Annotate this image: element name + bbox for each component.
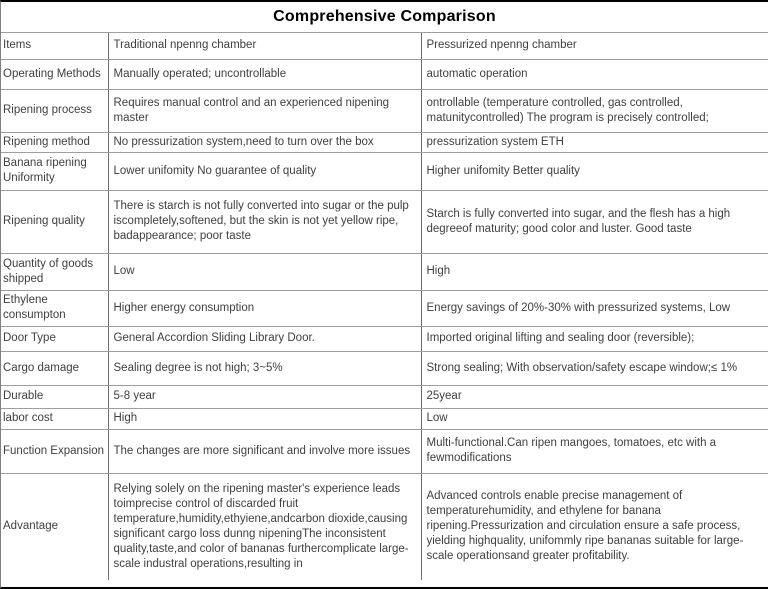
traditional-cell: No pressurization system,need to turn ov… [108,132,422,153]
traditional-cell: General Accordion Sliding Library Door. [108,326,422,352]
traditional-cell: Sealing degree is not high; 3~5% [108,351,422,386]
pressurized-cell: High [421,253,768,291]
row-label-cell: Durable [1,385,109,409]
traditional-cell: Manually operated; uncontrollable [108,59,422,90]
row-label-cell: Advantage [1,473,109,580]
traditional-cell: Requires manual control and an experienc… [108,89,422,133]
pressurized-cell: 25year [421,385,768,409]
table-row: Ethylene consumpton Higher energy consum… [1,290,768,327]
table-row: Ripening quality There is starch is not … [1,190,768,254]
traditional-cell: There is starch is not fully converted i… [108,190,422,254]
table-row: Operating Methods Manually operated; unc… [1,59,768,90]
table-header-row: Items Traditional npenng chamber Pressur… [1,33,768,60]
pressurized-cell: Low [421,408,768,430]
pressurized-cell: Strong sealing; With observation/safety … [421,351,768,386]
row-label-cell: Function Expansion [1,429,109,474]
row-label-cell: Door Type [1,326,109,352]
header-items-cell: Items [1,33,109,60]
traditional-cell: Relying solely on the ripening master's … [108,473,422,580]
traditional-cell: Higher energy consumption [108,290,422,327]
traditional-cell: Lower unifomity No guarantee of quality [108,152,422,191]
row-label-cell: Ethylene consumpton [1,290,109,327]
table-row: Quantity of goods shipped Low High [1,253,768,291]
row-label-cell: Banana ripening Uniformity [1,152,109,191]
title-bar: Comprehensive Comparison [1,2,768,33]
table-row: Cargo damage Sealing degree is not high;… [1,351,768,386]
row-label-cell: Ripening process [1,89,109,133]
table-row: labor cost High Low [1,408,768,430]
header-pressurized-cell: Pressurized npenng chamber [421,33,768,60]
comparison-table: Items Traditional npenng chamber Pressur… [1,33,768,580]
table-row: Ripening process Requires manual control… [1,89,768,133]
pressurized-cell: pressurization system ETH [421,132,768,153]
table-row: Durable 5-8 year 25year [1,385,768,409]
pressurized-cell: ontrollable (temperature controlled, gas… [421,89,768,133]
pressurized-cell: Starch is fully converted into sugar, an… [421,190,768,254]
row-label-cell: Ripening method [1,132,109,153]
pressurized-cell: Advanced controls enable precise managem… [426,490,744,563]
comparison-table-body: Items Traditional npenng chamber Pressur… [1,33,768,580]
traditional-cell: Low [108,253,422,291]
pressurized-cell: Multi-functional.Can ripen mangoes, toma… [421,429,768,474]
row-label-cell: Ripening quality [1,190,109,254]
pressurized-cell: Higher unifomity Better quality [421,152,768,191]
row-label-cell: Operating Methods [1,59,109,90]
page-title: Comprehensive Comparison [273,8,496,25]
traditional-cell: The changes are more significant and inv… [108,429,422,474]
row-label-cell: Cargo damage [1,351,109,386]
row-label-cell: labor cost [1,408,109,430]
row-label-cell: Quantity of goods shipped [1,253,109,291]
table-row: Banana ripening Uniformity Lower unifomi… [1,152,768,191]
pressurized-cell: Energy savings of 20%-30% with pressuriz… [421,290,768,327]
table-row: Function Expansion The changes are more … [1,429,768,474]
header-traditional-cell: Traditional npenng chamber [108,33,422,60]
table-row: Ripening method No pressurization system… [1,132,768,153]
table-row: Door Type General Accordion Sliding Libr… [1,326,768,352]
pressurized-cell: automatic operation [421,59,768,90]
traditional-cell: High [108,408,422,430]
pressurized-cell: Imported original lifting and sealing do… [421,326,768,352]
traditional-cell: 5-8 year [108,385,422,409]
table-row: Advantage Relying solely on the ripening… [1,473,768,580]
